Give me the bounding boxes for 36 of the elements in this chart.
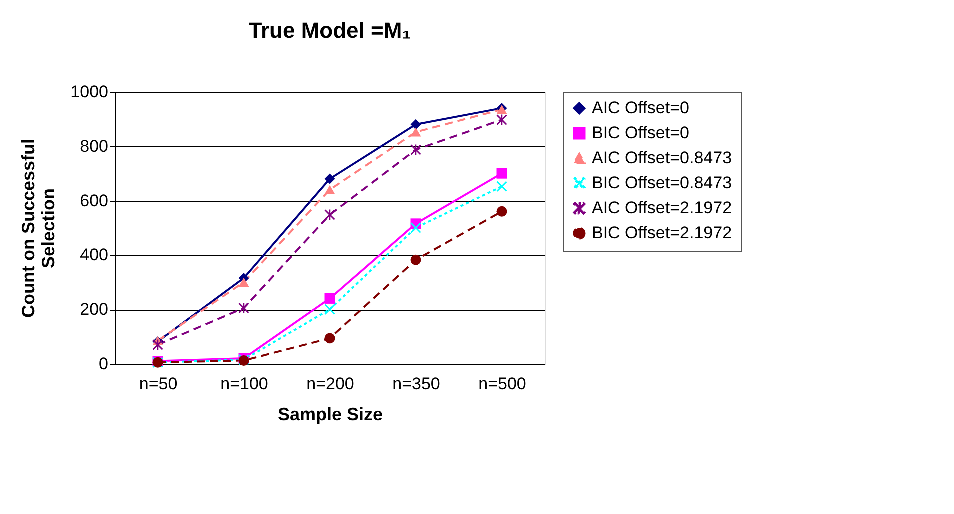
point	[496, 181, 508, 192]
y-tick-label: 200	[80, 300, 108, 320]
x-tick-label: n=500	[478, 374, 526, 394]
legend-label: AIC Offset=2.1972	[592, 198, 732, 218]
point	[410, 119, 422, 130]
point	[324, 210, 336, 220]
legend-label: AIC Offset=0	[592, 98, 690, 118]
x-tick-label: n=50	[139, 374, 178, 394]
point	[324, 304, 336, 315]
chart-title: True Model =M₁	[248, 18, 412, 43]
y-tick-label: 0	[99, 354, 108, 374]
x-tick-label: n=100	[220, 374, 268, 394]
legend-label: BIC Offset=0	[592, 124, 690, 142]
point	[410, 222, 422, 234]
point	[238, 278, 250, 287]
point	[496, 114, 508, 126]
point	[324, 174, 336, 184]
x-axis-title: Sample Size	[278, 404, 384, 424]
point	[152, 340, 164, 350]
legend-label: AIC Offset=0.8473	[592, 148, 732, 168]
point	[324, 185, 336, 194]
x-tick-label: n=350	[392, 374, 440, 394]
legend-label: BIC Offset=0.8473	[592, 174, 732, 192]
y-tick-label: 600	[80, 191, 108, 210]
legend-label: BIC Offset=2.1972	[592, 224, 732, 242]
y-tick-label: 800	[80, 136, 108, 156]
point	[410, 128, 422, 137]
point	[496, 168, 508, 179]
y-tick-label: 400	[80, 246, 108, 265]
x-tick-label: n=200	[306, 374, 354, 394]
point	[410, 254, 422, 266]
point	[324, 333, 336, 344]
y-axis-title: Count on Successful Selection	[18, 138, 59, 318]
point	[324, 293, 336, 304]
point	[496, 206, 508, 217]
y-tick-label: 1000	[70, 82, 108, 102]
